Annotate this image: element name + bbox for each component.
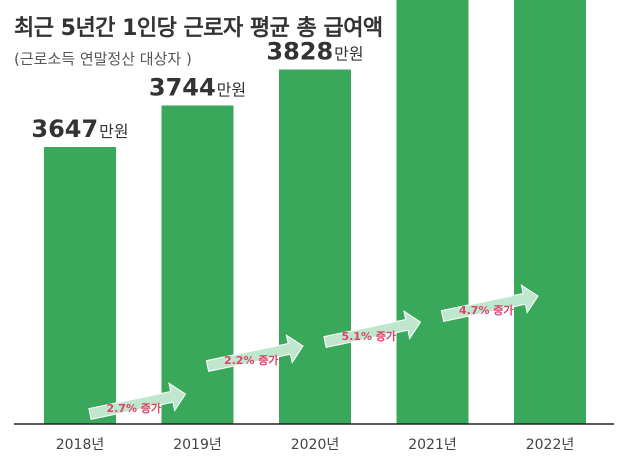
value-label-1: 3647만원	[31, 115, 128, 143]
chart-subtitle: (근로소득 연말정산 대상자 )	[14, 50, 192, 68]
bar-1	[44, 147, 116, 424]
growth-label-2: 2.2% 증가	[224, 353, 279, 367]
x-tick-label-3: 2020년	[291, 437, 340, 453]
growth-arrow-1	[88, 382, 187, 420]
x-tick-label-2: 2019년	[173, 437, 222, 453]
bar-3	[279, 69, 351, 425]
growth-arrow-4	[440, 284, 539, 322]
x-tick-label-1: 2018년	[56, 437, 105, 453]
bar-5	[514, 0, 586, 424]
bar-4	[396, 0, 469, 424]
growth-label-4: 4.7% 증가	[459, 303, 514, 317]
x-tick-label-5: 2022년	[526, 437, 575, 453]
growth-arrow-2	[205, 334, 304, 372]
chart-title: 최근 5년간 1인당 근로자 평균 총 급여액	[14, 16, 383, 41]
value-label-3: 3828만원	[266, 38, 363, 66]
value-label-2: 3744만원	[149, 73, 246, 101]
growth-label-3: 5.1% 증가	[341, 329, 396, 343]
x-tick-label-4: 2021년	[408, 437, 457, 453]
growth-label-1: 2.7% 증가	[106, 401, 161, 415]
growth-arrow-3	[323, 310, 422, 348]
bar-2	[161, 105, 234, 424]
